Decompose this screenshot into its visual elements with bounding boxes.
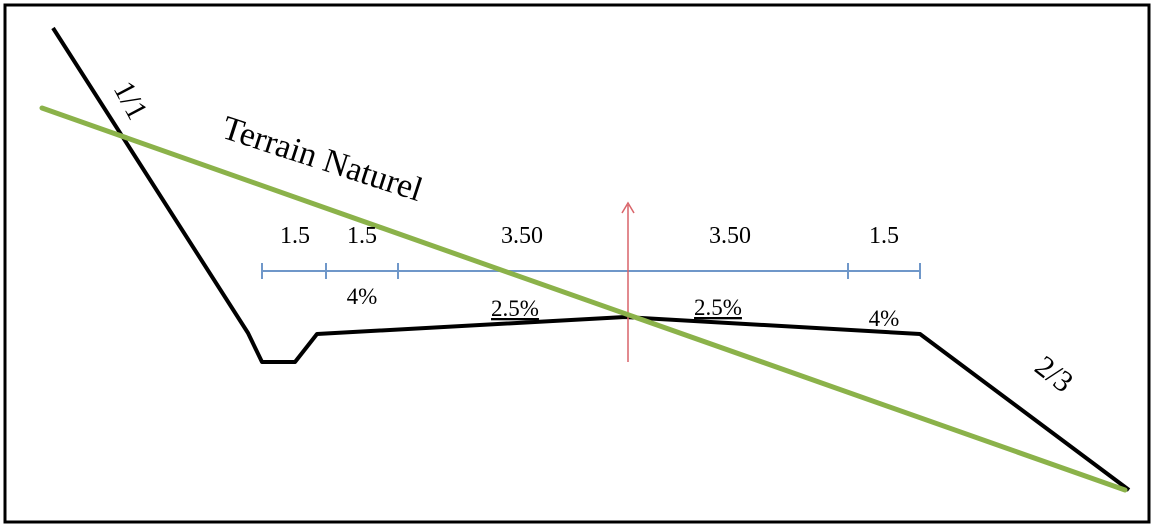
dimension-label: 1.5 [869, 223, 899, 249]
slope-ratio-left: 1/1 [107, 76, 154, 125]
dimension-label: 1.5 [347, 223, 377, 249]
dimension-label: 3.50 [709, 223, 751, 249]
frame-border [3, 3, 1151, 524]
slope-label-left-ditch: 4% [347, 284, 378, 309]
terrain-line [39, 105, 1128, 493]
dimension-line [261, 263, 921, 279]
road-profile-line [51, 26, 1131, 492]
slope-ratio-right: 2/3 [1029, 350, 1080, 400]
dimension-label: 1.5 [280, 223, 310, 249]
slope-label-right-lane: 2.5% [694, 295, 742, 320]
slope-label-right-shoulder: 4% [869, 306, 900, 331]
dimension-label: 3.50 [501, 223, 543, 249]
center-axis-arrow [621, 201, 635, 362]
slope-label-left-lane: 2.5% [491, 296, 539, 321]
terrain-label: Terrain Naturel [218, 109, 427, 209]
